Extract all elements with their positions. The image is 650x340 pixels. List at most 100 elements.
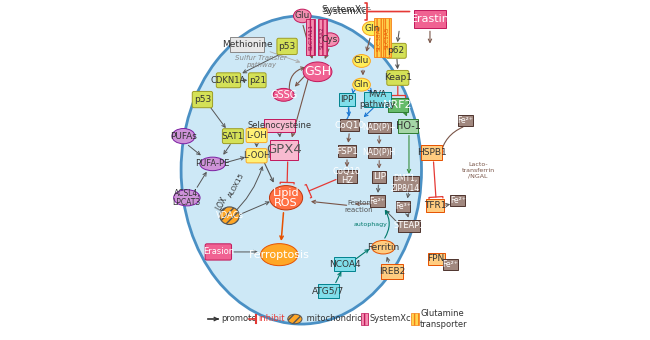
FancyBboxPatch shape <box>458 116 473 126</box>
FancyBboxPatch shape <box>270 140 298 159</box>
Ellipse shape <box>174 190 200 206</box>
Text: LOX: LOX <box>214 194 229 212</box>
Text: Erasion: Erasion <box>203 248 234 256</box>
Text: Erastin: Erastin <box>411 14 449 24</box>
FancyBboxPatch shape <box>428 253 445 265</box>
Text: CoQ10
HZ: CoQ10 HZ <box>333 167 361 185</box>
Text: IREB2: IREB2 <box>379 267 405 276</box>
FancyBboxPatch shape <box>368 122 391 133</box>
FancyBboxPatch shape <box>387 70 409 85</box>
Text: mitochondrion: mitochondrion <box>304 314 367 323</box>
FancyBboxPatch shape <box>381 265 403 279</box>
Text: SystemXc⁻: SystemXc⁻ <box>369 314 415 323</box>
Text: Methionine: Methionine <box>222 40 272 49</box>
FancyBboxPatch shape <box>450 195 465 206</box>
Text: CDKN1A: CDKN1A <box>211 76 246 85</box>
Text: Ferritin: Ferritin <box>367 243 399 252</box>
Text: SLC7A11: SLC7A11 <box>308 24 313 50</box>
Text: GSSG: GSSG <box>270 90 297 100</box>
FancyBboxPatch shape <box>192 91 213 108</box>
Text: Lacto-
transferrin
/NGAL: Lacto- transferrin /NGAL <box>462 162 495 178</box>
FancyBboxPatch shape <box>370 195 385 207</box>
Text: Fe²⁺: Fe²⁺ <box>370 197 385 206</box>
Text: NAD(P)+: NAD(P)+ <box>362 123 396 132</box>
Text: SAT1: SAT1 <box>222 132 244 141</box>
Text: Glu: Glu <box>354 56 369 66</box>
FancyBboxPatch shape <box>396 201 410 212</box>
Text: PUFA-PE: PUFA-PE <box>196 159 229 168</box>
Text: FSP1: FSP1 <box>336 147 358 156</box>
Text: Sulfur Transfer
pathway: Sulfur Transfer pathway <box>235 55 287 68</box>
FancyBboxPatch shape <box>338 145 356 157</box>
FancyBboxPatch shape <box>421 145 442 159</box>
FancyBboxPatch shape <box>339 94 356 106</box>
Ellipse shape <box>270 186 303 210</box>
FancyBboxPatch shape <box>337 170 357 183</box>
Text: Ferroptosis: Ferroptosis <box>249 250 309 260</box>
FancyBboxPatch shape <box>387 98 408 112</box>
FancyBboxPatch shape <box>393 176 419 191</box>
FancyBboxPatch shape <box>248 73 266 88</box>
FancyBboxPatch shape <box>205 244 231 260</box>
Text: SystemXc⁻: SystemXc⁻ <box>321 5 370 14</box>
Text: NAD(P)H: NAD(P)H <box>363 148 396 157</box>
Text: ACSL4,
LPCAT3: ACSL4, LPCAT3 <box>173 189 201 207</box>
Text: p53: p53 <box>194 95 211 104</box>
Text: Glu: Glu <box>294 12 310 20</box>
FancyBboxPatch shape <box>426 200 444 211</box>
FancyBboxPatch shape <box>230 37 265 52</box>
Text: p53: p53 <box>278 42 296 51</box>
FancyBboxPatch shape <box>277 38 297 54</box>
Text: promote: promote <box>221 314 257 323</box>
Text: L-OOH: L-OOH <box>243 151 270 160</box>
Text: p62: p62 <box>387 46 405 55</box>
Text: Gln: Gln <box>354 80 369 89</box>
Text: DMT1,
ZIP8/14: DMT1, ZIP8/14 <box>391 174 420 193</box>
Text: IPP: IPP <box>341 95 354 104</box>
FancyBboxPatch shape <box>398 119 417 133</box>
Text: TFR1: TFR1 <box>424 201 447 210</box>
Text: Fe²⁺: Fe²⁺ <box>458 116 473 125</box>
FancyBboxPatch shape <box>398 220 420 232</box>
Ellipse shape <box>200 157 226 171</box>
Text: Fenton
reaction: Fenton reaction <box>344 200 373 213</box>
Ellipse shape <box>363 21 381 36</box>
FancyBboxPatch shape <box>386 44 406 58</box>
Ellipse shape <box>172 129 195 144</box>
Ellipse shape <box>288 314 302 324</box>
Ellipse shape <box>220 207 239 224</box>
Text: CoQ10: CoQ10 <box>334 121 365 130</box>
Text: NRF2: NRF2 <box>383 100 413 110</box>
Text: SLC1A5: SLC1A5 <box>384 27 389 49</box>
Text: Selenocysteine: Selenocysteine <box>247 121 311 130</box>
Ellipse shape <box>294 9 311 23</box>
Text: Glutamine
transporter: Glutamine transporter <box>420 309 468 329</box>
FancyBboxPatch shape <box>364 92 391 107</box>
Text: SLC38A5: SLC38A5 <box>376 25 382 51</box>
Ellipse shape <box>181 16 421 324</box>
FancyBboxPatch shape <box>372 171 386 183</box>
Text: PUFAs: PUFAs <box>170 132 197 141</box>
Bar <box>411 313 419 325</box>
Text: FPN: FPN <box>428 254 445 263</box>
Bar <box>318 19 327 55</box>
Text: inhibit: inhibit <box>258 314 285 323</box>
FancyBboxPatch shape <box>246 129 267 142</box>
Text: Keap1: Keap1 <box>384 73 412 82</box>
Ellipse shape <box>321 33 339 46</box>
Text: Fe²⁺: Fe²⁺ <box>443 260 458 269</box>
Ellipse shape <box>353 54 370 67</box>
Text: VDACs: VDACs <box>216 211 244 220</box>
FancyBboxPatch shape <box>264 119 295 132</box>
Text: ALOX15: ALOX15 <box>227 172 245 199</box>
FancyBboxPatch shape <box>368 147 391 158</box>
Text: autophagy: autophagy <box>354 222 387 227</box>
Text: SystemXc⁻: SystemXc⁻ <box>322 7 372 16</box>
Text: MVA
pathway: MVA pathway <box>359 90 396 109</box>
Bar <box>361 313 368 325</box>
Text: ATG5/7: ATG5/7 <box>312 287 344 296</box>
Ellipse shape <box>353 78 370 91</box>
Text: HSPB1: HSPB1 <box>417 148 447 157</box>
Text: SLC3A2: SLC3A2 <box>320 26 325 49</box>
Text: Lipid
ROS: Lipid ROS <box>273 188 300 208</box>
